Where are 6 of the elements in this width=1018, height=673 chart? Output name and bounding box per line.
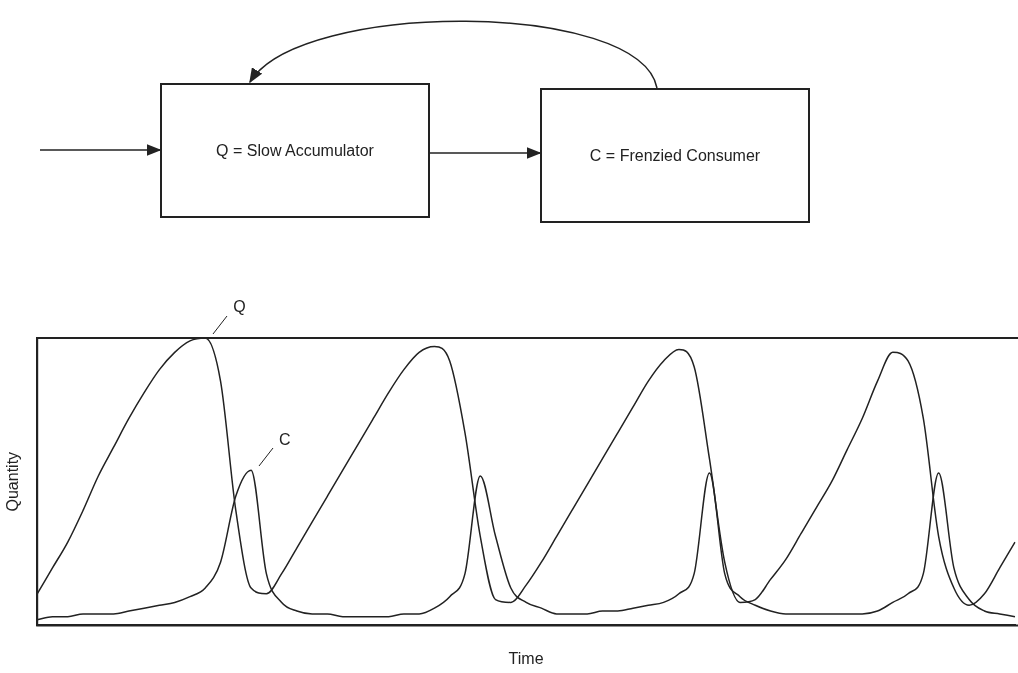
text: Q bbox=[233, 298, 246, 316]
x-axis-title: Time bbox=[508, 649, 544, 667]
text: C = Frenzied Consumer bbox=[540, 88, 810, 223]
y-axis-title: Quantity bbox=[4, 451, 22, 512]
text: Q = Slow Accumulator bbox=[160, 83, 430, 218]
text: C bbox=[279, 430, 291, 448]
